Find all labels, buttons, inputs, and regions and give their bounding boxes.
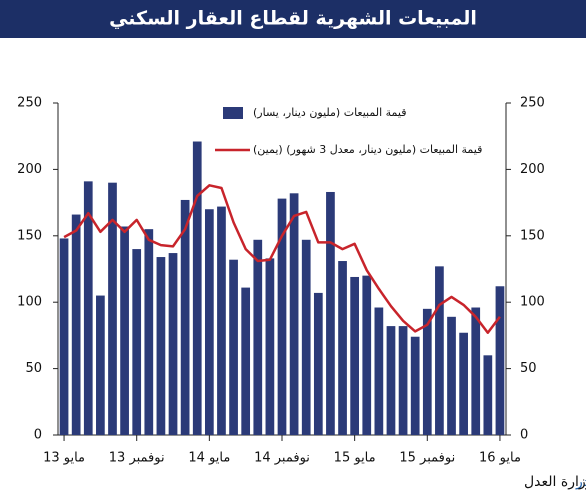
bar <box>180 199 190 435</box>
legend-swatch <box>223 107 243 119</box>
bar <box>120 226 129 435</box>
bar <box>217 206 226 435</box>
bar <box>132 249 142 435</box>
bar <box>59 238 69 435</box>
bar <box>192 141 202 435</box>
y-tick-label: 250 <box>17 96 42 111</box>
bar <box>338 261 347 435</box>
bar <box>313 292 323 435</box>
bar <box>108 182 117 435</box>
x-tick-label: مايو 14 <box>188 451 230 466</box>
source: : وزارة العدل <box>524 474 586 490</box>
bar <box>410 336 420 435</box>
bar <box>471 307 481 435</box>
y2-tick-label: 150 <box>520 228 545 243</box>
bar <box>229 259 238 435</box>
x-tick-label: نوفمبر 14 <box>254 451 310 466</box>
bar <box>398 326 408 435</box>
bar <box>168 253 178 435</box>
bar <box>96 295 105 435</box>
bar <box>71 214 81 435</box>
bar <box>362 275 372 435</box>
line <box>63 184 501 334</box>
x-tick-label: نوفمبر 15 <box>399 451 455 466</box>
bar <box>241 287 251 435</box>
y2-tick-label: 100 <box>520 295 545 310</box>
bar <box>83 181 93 435</box>
x-tick-label: مايو 15 <box>334 451 376 466</box>
y-tick-label: 150 <box>17 228 42 243</box>
bar <box>253 239 263 435</box>
bar <box>374 307 384 435</box>
y2-tick-label: 200 <box>520 162 545 177</box>
y2-tick-label: 50 <box>520 361 537 376</box>
y2-tick-label: 0 <box>520 428 528 443</box>
bar <box>204 209 214 435</box>
legend-label: قيمة المبيعات (مليون دينار، معدل 3 شهور)… <box>253 143 482 156</box>
bar <box>350 276 360 435</box>
bar <box>422 308 432 435</box>
bar <box>265 258 275 435</box>
source-label: المصدر <box>575 474 586 490</box>
x-tick-label: مايو 13 <box>43 451 85 466</box>
bar <box>301 239 311 435</box>
bar <box>326 191 335 435</box>
bar <box>435 266 444 435</box>
bar <box>447 316 456 435</box>
bar <box>386 326 396 435</box>
bar <box>156 257 166 435</box>
y-tick-label: 100 <box>17 295 42 310</box>
legend-label: قيمة المبيعات (مليون دينار، يسار) <box>253 106 406 119</box>
bar <box>495 286 505 435</box>
y-tick-label: 0 <box>34 428 42 443</box>
bar <box>277 198 287 435</box>
y-tick-label: 50 <box>25 361 42 376</box>
title-banner <box>0 0 586 38</box>
bar <box>483 355 493 435</box>
chart-title: المبيعات الشهرية لقطاع العقار السكني <box>109 8 477 30</box>
bar <box>289 193 299 435</box>
x-tick-label: مايو 16 <box>479 451 521 466</box>
y-tick-label: 200 <box>17 162 42 177</box>
bar <box>459 332 468 435</box>
x-tick-label: نوفمبر 13 <box>109 451 165 466</box>
y2-tick-label: 250 <box>520 96 545 111</box>
bar <box>144 229 154 435</box>
